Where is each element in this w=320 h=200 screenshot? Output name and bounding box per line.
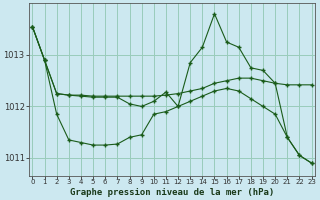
X-axis label: Graphe pression niveau de la mer (hPa): Graphe pression niveau de la mer (hPa) <box>70 188 274 197</box>
